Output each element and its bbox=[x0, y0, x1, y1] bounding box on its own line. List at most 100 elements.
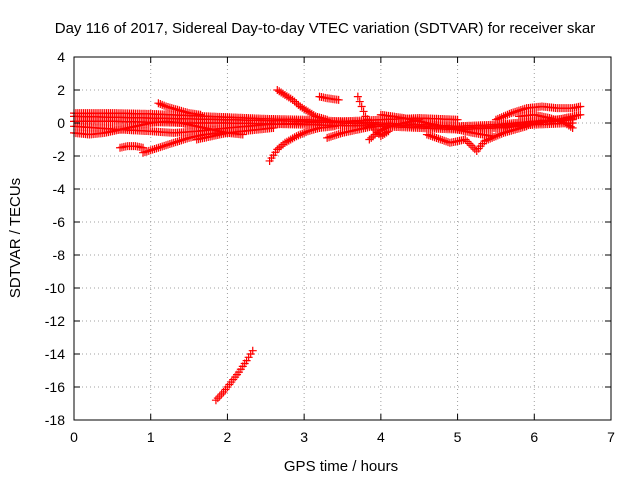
data-point-marker bbox=[367, 133, 376, 142]
data-point-marker bbox=[334, 130, 343, 139]
x-tick-label: 1 bbox=[147, 429, 155, 445]
data-point-marker bbox=[495, 130, 504, 139]
data-point-marker bbox=[499, 112, 508, 121]
data-point-marker bbox=[140, 148, 149, 157]
y-tick-label: -10 bbox=[45, 280, 65, 296]
data-point-marker bbox=[154, 143, 163, 152]
data-point-marker bbox=[298, 129, 307, 138]
data-point-marker bbox=[461, 135, 470, 144]
data-point-marker bbox=[160, 141, 169, 150]
data-point-marker bbox=[513, 107, 522, 116]
tick-labels: 0 1 2 3 4 5 6 7 4 2 0 -2 -4 -6 -8 -10 -12 -14 -16 -18 bbox=[45, 49, 615, 445]
data-point-marker bbox=[509, 108, 518, 117]
y-tick-label: -4 bbox=[53, 181, 66, 197]
y-tick-label: -2 bbox=[53, 148, 66, 164]
series-segment bbox=[192, 123, 278, 144]
data-point-marker bbox=[309, 111, 318, 120]
data-point-marker bbox=[300, 128, 309, 137]
series-segment bbox=[154, 99, 205, 119]
data-point-marker bbox=[244, 353, 253, 362]
data-point-marker bbox=[167, 139, 176, 148]
data-point-marker bbox=[336, 129, 345, 138]
data-point-marker bbox=[323, 115, 332, 124]
data-point-marker bbox=[491, 132, 500, 141]
data-point-marker bbox=[551, 115, 560, 124]
x-axis-label: GPS time / hours bbox=[284, 458, 398, 475]
y-tick-label: -14 bbox=[45, 346, 65, 362]
data-point-marker bbox=[211, 396, 220, 405]
data-point-marker bbox=[547, 114, 556, 123]
data-point-marker bbox=[165, 140, 174, 149]
plot-frame bbox=[73, 56, 612, 421]
data-point-marker bbox=[511, 107, 520, 116]
data-point-marker bbox=[290, 97, 299, 106]
data-point-marker bbox=[196, 110, 205, 119]
data-point-marker bbox=[160, 101, 169, 110]
data-point-marker bbox=[292, 132, 301, 141]
data-point-marker bbox=[148, 145, 157, 154]
data-point-marker bbox=[175, 136, 184, 145]
data-point-marker bbox=[430, 133, 439, 142]
x-tick-label: 4 bbox=[377, 429, 385, 445]
data-point-marker bbox=[163, 140, 172, 149]
data-point-marker bbox=[353, 92, 362, 101]
data-point-marker bbox=[422, 130, 431, 139]
data-point-marker bbox=[426, 131, 435, 140]
data-point-marker bbox=[432, 133, 441, 142]
series-segment bbox=[265, 122, 339, 165]
x-tick-label: 6 bbox=[530, 429, 538, 445]
data-point-marker bbox=[463, 137, 472, 146]
data-point-marker bbox=[436, 135, 445, 144]
data-point-marker bbox=[545, 114, 554, 123]
series-segment bbox=[376, 110, 497, 141]
data-point-marker bbox=[501, 111, 510, 120]
data-point-marker bbox=[290, 133, 299, 142]
y-tick-label: 4 bbox=[57, 49, 65, 65]
data-point-marker bbox=[275, 143, 284, 152]
y-tick-label: -12 bbox=[45, 313, 65, 329]
data-point-marker bbox=[453, 115, 462, 124]
data-point-marker bbox=[490, 133, 499, 142]
data-point-marker bbox=[213, 394, 222, 403]
data-point-marker bbox=[217, 390, 226, 399]
data-point-marker bbox=[269, 123, 278, 132]
data-point-marker bbox=[369, 132, 378, 141]
y-tick-label: -16 bbox=[45, 379, 65, 395]
x-tick-label: 3 bbox=[300, 429, 308, 445]
data-point-marker bbox=[146, 146, 155, 155]
data-point-marker bbox=[162, 141, 171, 150]
data-point-marker bbox=[326, 132, 335, 141]
data-point-marker bbox=[466, 141, 475, 150]
data-point-marker bbox=[330, 131, 339, 140]
data-point-marker bbox=[495, 114, 504, 123]
data-point-marker bbox=[549, 115, 558, 124]
data-point-marker bbox=[179, 135, 188, 144]
x-tick-label: 0 bbox=[70, 429, 78, 445]
y-tick-label: 0 bbox=[57, 115, 65, 131]
data-point-marker bbox=[365, 135, 374, 144]
y-tick-label: -6 bbox=[53, 214, 66, 230]
data-point-marker bbox=[334, 95, 343, 104]
data-point-marker bbox=[566, 122, 575, 131]
data-series bbox=[70, 86, 585, 405]
data-point-marker bbox=[438, 136, 447, 145]
data-point-marker bbox=[288, 95, 297, 104]
data-point-marker bbox=[434, 134, 443, 143]
data-point-marker bbox=[183, 134, 192, 143]
data-point-marker bbox=[328, 131, 337, 140]
data-point-marker bbox=[242, 356, 251, 365]
data-point-marker bbox=[369, 123, 378, 132]
series-segment bbox=[116, 142, 148, 152]
data-point-marker bbox=[150, 144, 159, 153]
data-point-marker bbox=[139, 148, 148, 157]
data-point-marker bbox=[482, 136, 491, 145]
data-point-marker bbox=[442, 137, 451, 146]
data-point-marker bbox=[169, 138, 178, 147]
data-point-marker bbox=[491, 115, 500, 124]
data-point-marker bbox=[152, 144, 161, 153]
data-point-marker bbox=[325, 133, 334, 142]
data-point-marker bbox=[330, 122, 339, 131]
data-point-marker bbox=[503, 110, 512, 119]
data-point-marker bbox=[424, 131, 433, 140]
chart-title: Day 116 of 2017, Sidereal Day-to-day VTE… bbox=[55, 20, 595, 37]
